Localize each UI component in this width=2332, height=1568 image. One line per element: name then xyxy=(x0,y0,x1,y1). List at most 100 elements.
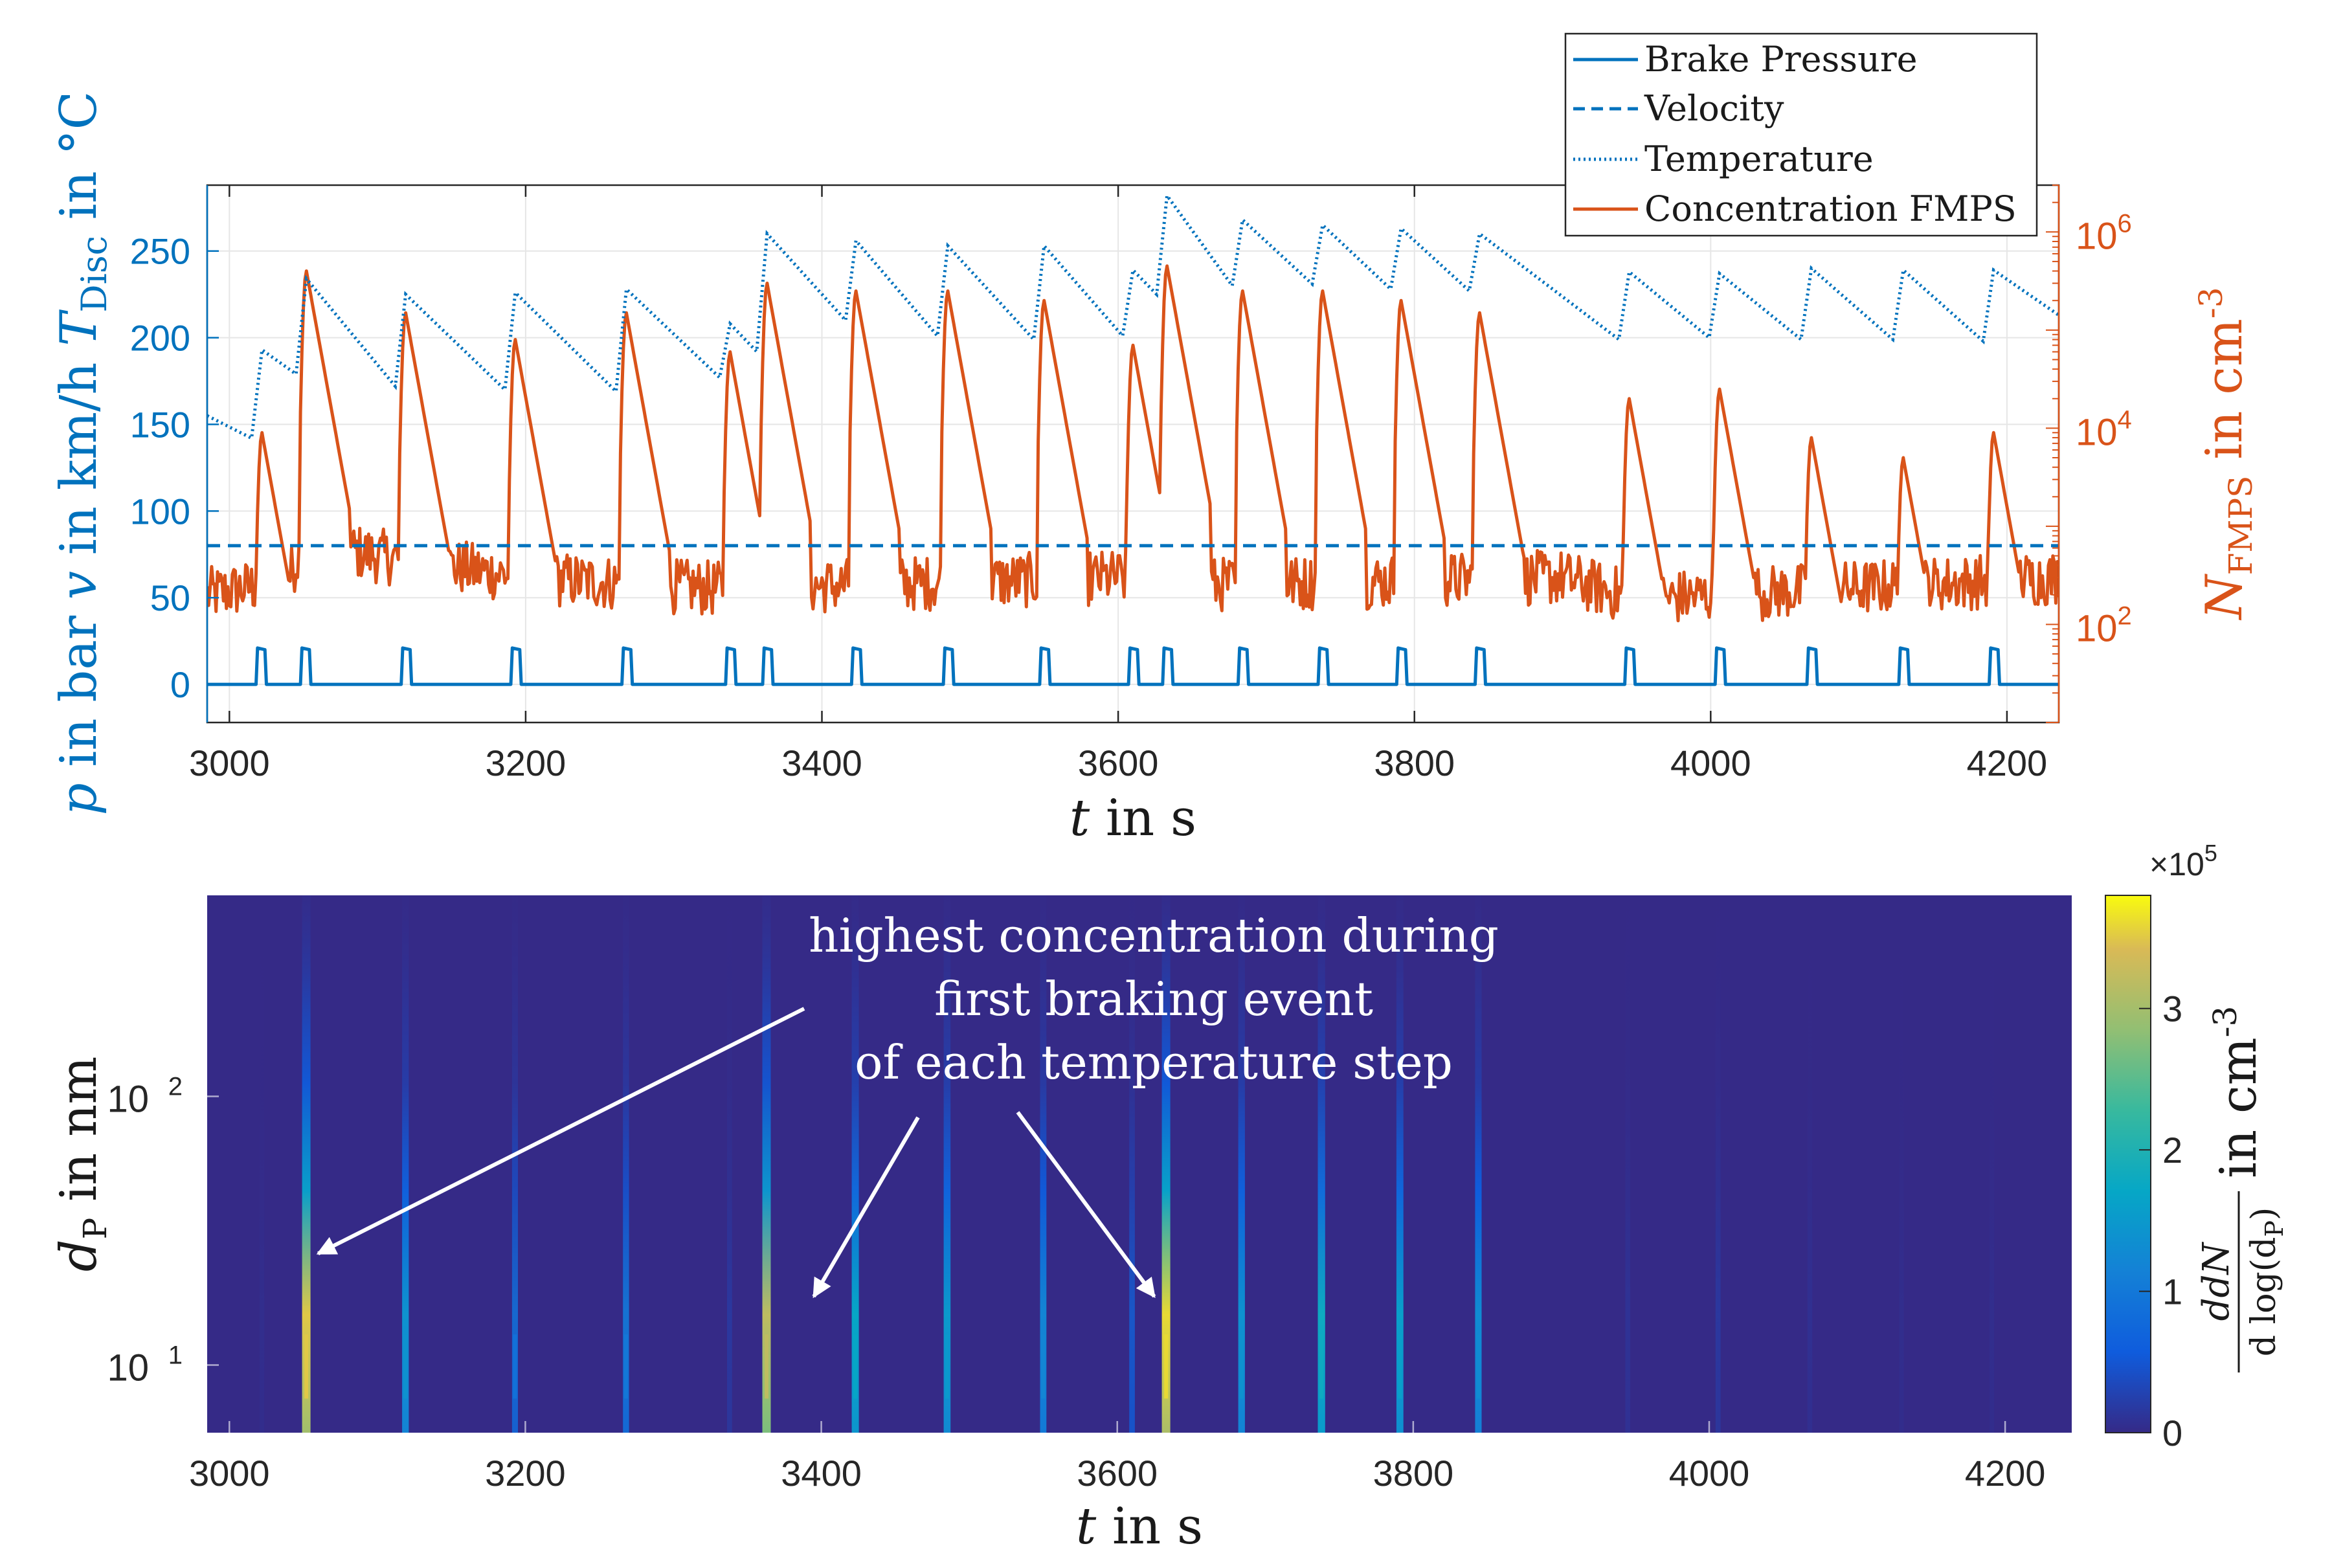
top-x-tick-label: 4200 xyxy=(1967,743,2048,783)
heatmap-stripe xyxy=(1396,895,1404,1433)
colorbar-tick-label: 1 xyxy=(2162,1271,2182,1312)
legend-item-brake-pressure: Brake Pressure xyxy=(1573,39,1918,80)
heatmap-stripe xyxy=(1129,895,1135,1433)
legend-label-temperature: Temperature xyxy=(1644,139,1874,179)
top-left-y-ticks: 0 50 100 150 200 250 xyxy=(130,185,219,722)
top-panel: 3000 3200 3400 3600 3800 4000 4200 05010015020… xyxy=(50,32,2259,847)
bottom-x-ticks: 3000 3200 3400 3600 3800 4000 4200 xyxy=(189,1421,2045,1494)
annotation-arrow-2 xyxy=(812,1116,920,1299)
series-temperature xyxy=(207,191,2059,441)
bottom-y-tick-base: 10 xyxy=(107,1347,149,1389)
heatmap-stripe xyxy=(402,895,409,1433)
top-left-y-tick-label: 100 xyxy=(130,491,190,532)
top-right-y-tick-label: 106 xyxy=(2076,209,2132,257)
top-right-y-tick-base: 10 xyxy=(2076,607,2118,649)
top-right-y-tick-exp: 6 xyxy=(2118,209,2132,238)
annotation-arrow-1 xyxy=(316,1007,805,1255)
heatmap-stripe-core xyxy=(304,1334,309,1399)
series-brake-pressure xyxy=(207,646,2059,686)
legend-label-brake-pressure: Brake Pressure xyxy=(1644,39,1918,80)
heatmap-stripe-core xyxy=(945,1334,949,1399)
top-x-tick-label: 3000 xyxy=(189,743,270,783)
heatmap-stripe-core xyxy=(1239,1334,1244,1399)
top-right-y-tick-base: 10 xyxy=(2076,411,2118,453)
bottom-x-axis-title: t in s xyxy=(1076,1497,1203,1556)
heatmap-stripe-core xyxy=(853,1334,858,1399)
bottom-x-tick-label: 4200 xyxy=(1965,1453,2046,1494)
bottom-x-tick-label: 3000 xyxy=(189,1453,270,1494)
colorbar-label: ddN d log(dP) in cm-3 xyxy=(2195,1006,2289,1372)
top-left-y-tick-label: 200 xyxy=(130,318,190,359)
heatmap-stripe xyxy=(1040,895,1047,1433)
top-x-tick-label: 3200 xyxy=(486,743,566,783)
bottom-y-tick-exp: 2 xyxy=(168,1072,183,1101)
heatmap-stripe xyxy=(302,895,311,1433)
top-left-y-axis-title: p in bar v in km/h TDisc in °C xyxy=(50,91,115,816)
top-series xyxy=(207,191,2059,686)
top-right-y-axis-title: NFMPS in cm-3 xyxy=(2192,287,2259,620)
bottom-x-tick-label: 4000 xyxy=(1669,1453,1750,1494)
bottom-y-tick-base: 10 xyxy=(107,1078,149,1120)
top-x-tick-label: 3400 xyxy=(781,743,862,783)
colorbar-ticks: 0 1 2 3 xyxy=(2139,989,2182,1453)
bottom-y-ticks: 10 1 10 2 xyxy=(107,1072,219,1389)
series-concentration-fmps xyxy=(207,264,2059,623)
heatmap-stripe xyxy=(1238,895,1245,1433)
bottom-y-axis-title: dP in nm xyxy=(50,1057,114,1272)
bottom-x-tick-label: 3200 xyxy=(485,1453,566,1494)
bottom-y-tick-label: 10 1 xyxy=(107,1341,183,1389)
heatmap-stripes xyxy=(260,895,1995,1433)
colorbar-label-unit: in cm-3 xyxy=(2206,1006,2268,1178)
bottom-y-tick-label: 10 2 xyxy=(107,1072,183,1120)
top-plot-area xyxy=(207,185,2059,722)
heatmap-stripe xyxy=(1625,895,1630,1433)
top-right-y-tick-exp: 4 xyxy=(2118,405,2132,434)
top-right-y-tick-exp: 2 xyxy=(2118,601,2132,630)
top-left-y-tick-label: 50 xyxy=(150,577,190,618)
colorbar-tick-label: 3 xyxy=(2162,989,2182,1029)
colorbar-multiplier: ×105 xyxy=(2149,840,2217,882)
colorbar-tick-label: 2 xyxy=(2162,1130,2182,1170)
heatmap-stripe xyxy=(1990,895,1995,1433)
annotation-arrow-3 xyxy=(1016,1111,1156,1299)
bottom-x-tick-label: 3400 xyxy=(781,1453,862,1494)
colorbar-gradient xyxy=(2105,895,2151,1433)
heatmap-stripe xyxy=(943,895,951,1433)
annotation-line-2: first braking event xyxy=(934,972,1373,1026)
top-left-y-tick-label: 150 xyxy=(130,404,190,445)
bottom-y-tick-exp: 1 xyxy=(168,1341,183,1369)
annotation: highest concentration during first braki… xyxy=(316,908,1499,1299)
heatmap-stripe xyxy=(623,895,629,1433)
heatmap-stripe xyxy=(727,895,732,1433)
heatmap-stripe xyxy=(1715,895,1721,1433)
heatmap-stripe xyxy=(851,895,859,1433)
heatmap-stripe-core xyxy=(1398,1334,1402,1399)
legend-item-temperature: Temperature xyxy=(1573,139,1874,179)
annotation-line-3: of each temperature step xyxy=(855,1035,1453,1090)
heatmap-stripe-core xyxy=(513,1334,517,1399)
top-right-y-tick-base: 10 xyxy=(2076,215,2118,257)
legend-label-concentration: Concentration FMPS xyxy=(1644,188,2017,229)
legend-label-velocity: Velocity xyxy=(1644,88,1784,129)
top-x-axis-title: t in s xyxy=(1070,789,1196,847)
heatmap-stripe-core xyxy=(403,1334,408,1399)
top-x-tick-label: 3600 xyxy=(1078,743,1159,783)
heatmap-stripe xyxy=(1475,895,1482,1433)
top-left-y-tick-label: 250 xyxy=(130,231,190,272)
heatmap-stripe xyxy=(260,895,265,1433)
heatmap-stripe-core xyxy=(1164,1334,1169,1399)
legend-item-velocity: Velocity xyxy=(1573,88,1784,129)
legend-item-concentration: Concentration FMPS xyxy=(1573,188,2017,229)
heatmap-stripe-core xyxy=(765,1334,768,1399)
top-x-ticks: 3000 3200 3400 3600 3800 4000 4200 xyxy=(189,185,2047,783)
heatmap-stripe-core xyxy=(1319,1334,1324,1399)
heatmap-stripe-core xyxy=(623,1334,628,1399)
heatmap-stripe xyxy=(1317,895,1325,1433)
colorbar: 0 1 2 3 ×105 ddN d log(dP) in cm-3 xyxy=(2105,840,2289,1453)
top-x-tick-label: 4000 xyxy=(1670,743,1751,783)
annotation-line-1: highest concentration during xyxy=(809,908,1499,963)
top-x-tick-label: 3800 xyxy=(1374,743,1455,783)
